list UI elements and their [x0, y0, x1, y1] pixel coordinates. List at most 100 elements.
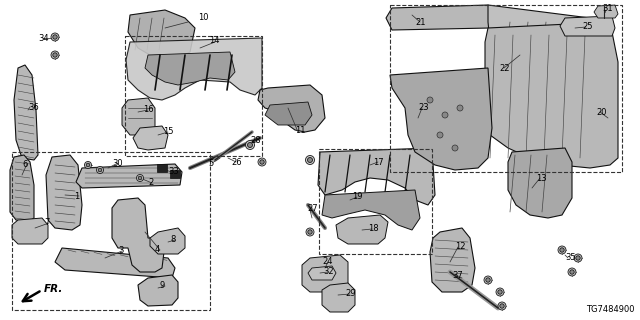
- Circle shape: [452, 145, 458, 151]
- Polygon shape: [308, 266, 336, 280]
- Circle shape: [258, 158, 266, 166]
- Bar: [12, 152, 210, 310]
- Circle shape: [486, 278, 490, 282]
- Circle shape: [308, 230, 312, 234]
- Text: 30: 30: [112, 158, 123, 167]
- Polygon shape: [157, 164, 167, 172]
- Circle shape: [496, 288, 504, 296]
- Circle shape: [307, 157, 312, 163]
- Text: 8: 8: [170, 235, 175, 244]
- Text: 12: 12: [455, 242, 465, 251]
- Circle shape: [51, 33, 59, 41]
- Text: 35: 35: [565, 253, 575, 262]
- Text: 19: 19: [352, 191, 362, 201]
- Text: 24: 24: [322, 257, 333, 266]
- Circle shape: [574, 254, 582, 262]
- Text: 28: 28: [250, 135, 260, 145]
- Polygon shape: [488, 5, 598, 75]
- Text: 33: 33: [168, 166, 179, 175]
- Text: 26: 26: [231, 157, 242, 166]
- Polygon shape: [318, 148, 435, 205]
- Polygon shape: [336, 215, 388, 244]
- Text: 1: 1: [74, 191, 79, 201]
- Circle shape: [260, 160, 264, 164]
- Polygon shape: [170, 170, 180, 178]
- Text: 18: 18: [368, 223, 379, 233]
- Text: 5: 5: [208, 158, 213, 167]
- Text: 9: 9: [160, 281, 165, 290]
- Text: 27: 27: [307, 204, 317, 212]
- Polygon shape: [46, 155, 82, 230]
- Polygon shape: [508, 148, 572, 218]
- Polygon shape: [12, 218, 48, 244]
- Text: 29: 29: [345, 289, 355, 298]
- Circle shape: [51, 51, 59, 59]
- Polygon shape: [14, 65, 38, 160]
- Polygon shape: [594, 5, 618, 18]
- Circle shape: [84, 162, 92, 169]
- Text: FR.: FR.: [44, 284, 63, 294]
- Polygon shape: [322, 190, 420, 230]
- Text: 6: 6: [22, 159, 28, 169]
- Polygon shape: [55, 248, 175, 278]
- Circle shape: [427, 97, 433, 103]
- Polygon shape: [128, 10, 195, 60]
- Polygon shape: [430, 228, 475, 292]
- Circle shape: [568, 268, 576, 276]
- Text: 32: 32: [323, 268, 333, 276]
- Text: 36: 36: [28, 102, 39, 111]
- Text: 10: 10: [198, 12, 209, 21]
- Polygon shape: [265, 102, 312, 125]
- Polygon shape: [126, 38, 262, 100]
- Text: 31: 31: [602, 4, 612, 12]
- Text: 2: 2: [148, 178, 153, 187]
- Circle shape: [98, 168, 102, 172]
- Circle shape: [576, 256, 580, 260]
- Circle shape: [52, 35, 57, 39]
- Text: 25: 25: [582, 21, 593, 30]
- Circle shape: [306, 228, 314, 236]
- Circle shape: [136, 174, 143, 181]
- Polygon shape: [145, 52, 235, 85]
- Circle shape: [305, 156, 314, 164]
- Text: 34: 34: [38, 34, 49, 43]
- Polygon shape: [302, 255, 348, 292]
- Circle shape: [457, 105, 463, 111]
- Text: 37: 37: [452, 270, 463, 279]
- Polygon shape: [386, 5, 492, 30]
- Circle shape: [484, 276, 492, 284]
- Circle shape: [442, 112, 448, 118]
- Text: 4: 4: [155, 244, 160, 253]
- Circle shape: [138, 176, 142, 180]
- Circle shape: [248, 142, 253, 148]
- Polygon shape: [322, 283, 355, 312]
- Polygon shape: [485, 22, 618, 168]
- Text: 11: 11: [295, 125, 305, 134]
- Bar: [319, 149, 432, 254]
- Text: 16: 16: [143, 105, 154, 114]
- Circle shape: [558, 246, 566, 254]
- Text: 20: 20: [596, 108, 607, 116]
- Polygon shape: [10, 155, 34, 222]
- Polygon shape: [258, 85, 325, 132]
- Circle shape: [97, 166, 104, 173]
- Bar: [390, 5, 622, 172]
- Text: 22: 22: [499, 63, 509, 73]
- Polygon shape: [112, 198, 165, 272]
- Text: TG7484900: TG7484900: [586, 305, 635, 314]
- Circle shape: [498, 290, 502, 294]
- Polygon shape: [390, 68, 492, 170]
- Circle shape: [437, 132, 443, 138]
- Text: 17: 17: [373, 157, 383, 166]
- Circle shape: [52, 53, 57, 57]
- Bar: [125, 36, 262, 156]
- Polygon shape: [133, 126, 168, 150]
- Circle shape: [560, 248, 564, 252]
- Text: 15: 15: [163, 126, 173, 135]
- Text: 21: 21: [415, 18, 426, 27]
- Circle shape: [498, 302, 506, 310]
- Circle shape: [500, 304, 504, 308]
- Circle shape: [86, 163, 90, 167]
- Polygon shape: [138, 275, 178, 306]
- Text: 23: 23: [418, 102, 429, 111]
